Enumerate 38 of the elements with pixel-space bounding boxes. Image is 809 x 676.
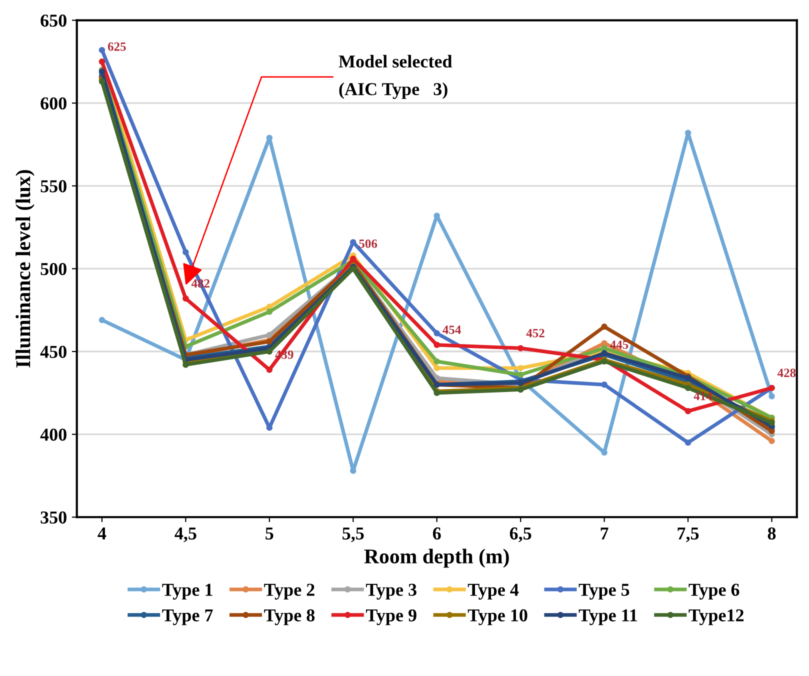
x-tick-label: 8 — [768, 527, 776, 540]
x-tick-label: 4,5 — [174, 528, 196, 542]
x-tick-label: 7 — [600, 528, 608, 540]
legend-label: Type 6 — [688, 584, 740, 600]
x-tick-label: 7,5 — [678, 528, 699, 542]
y-tick-label: 650 — [40, 14, 66, 27]
legend-label: Type 1 — [162, 584, 212, 600]
data-label: 506 — [359, 239, 378, 248]
x-tick-label: 6 — [432, 527, 441, 540]
data-label: 454 — [442, 326, 461, 334]
x-tick-label: 4 — [98, 528, 106, 540]
y-tick-label: 350 — [40, 511, 66, 524]
legend-label: Type 5 — [578, 584, 630, 600]
x-tick-label: 5 — [266, 528, 274, 540]
y-tick-label: 600 — [40, 97, 66, 110]
y-tick-label: 400 — [40, 428, 66, 441]
data-label: 452 — [526, 328, 544, 338]
legend-label: Type 11 — [578, 609, 637, 626]
legend-label: Type12 — [688, 609, 744, 626]
legend-label: Type 3 — [366, 584, 416, 600]
y-tick-label: 450 — [40, 346, 66, 358]
legend-label: Type 8 — [264, 609, 315, 626]
data-label: 625 — [108, 42, 126, 51]
legend-label: Type 4 — [468, 584, 519, 600]
x-tick-label: 6,5 — [510, 527, 532, 542]
x-tick-label: 5,5 — [342, 528, 364, 542]
y-tick-label: 500 — [40, 262, 66, 276]
x-axis-title: Room depth (m) — [364, 548, 509, 568]
legend-label: Type 7 — [162, 609, 213, 626]
data-label: 428 — [777, 368, 796, 378]
y-axis-title: Illuminance level (lux) — [16, 170, 34, 368]
data-label: 414 — [694, 392, 712, 400]
data-label: 445 — [610, 340, 628, 349]
legend-label: Type 10 — [468, 609, 528, 626]
legend-label: Type 9 — [366, 609, 416, 626]
legend-label: Type 2 — [264, 584, 314, 600]
y-tick-label: 550 — [40, 180, 66, 192]
annotation: Model selected (AIC Type 3) — [338, 54, 452, 99]
